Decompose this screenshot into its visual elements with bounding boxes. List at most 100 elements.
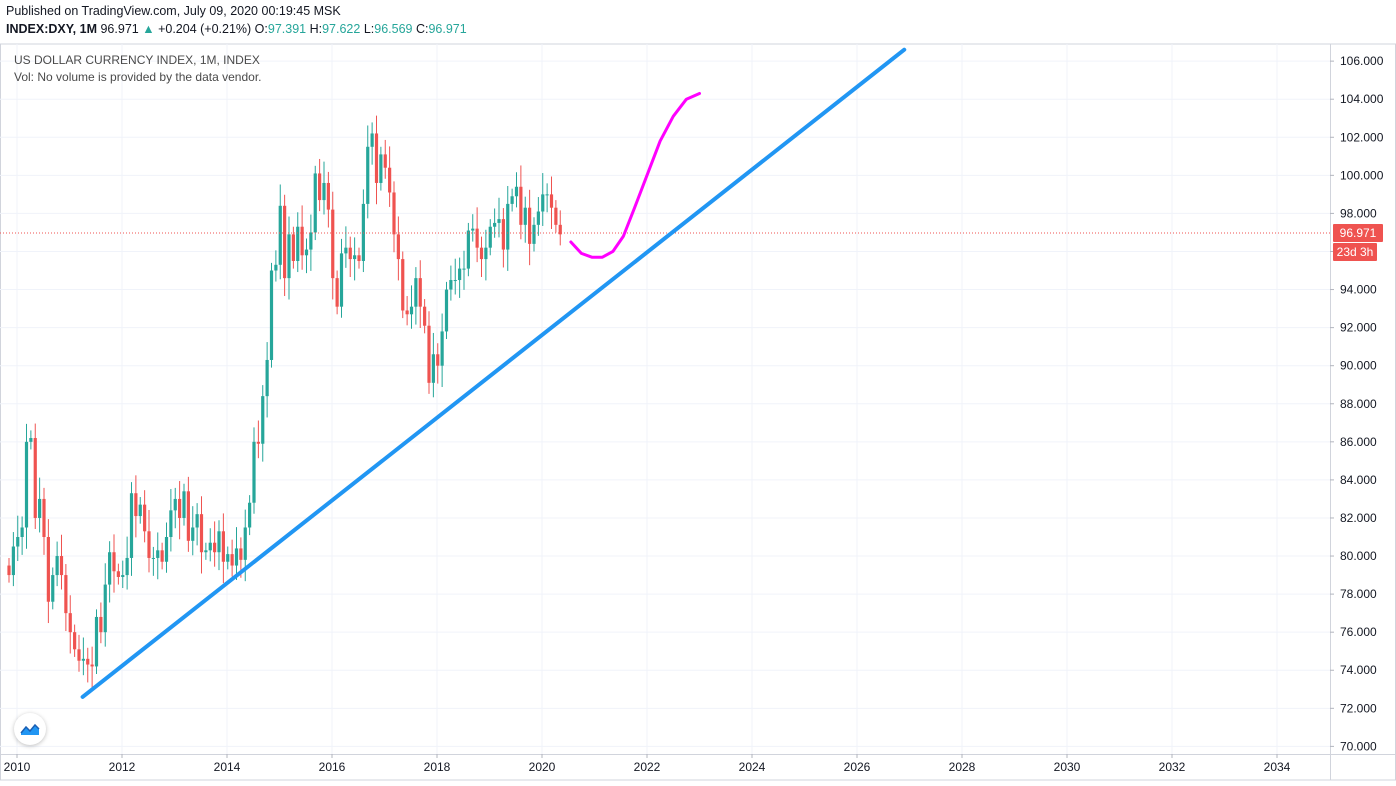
y-tick-label: 104.000 — [1340, 92, 1384, 106]
candle-body — [545, 194, 549, 196]
candle-body — [51, 575, 55, 602]
candle-body — [195, 514, 199, 528]
y-tick-label: 72.000 — [1340, 701, 1377, 715]
y-tick-label: 74.000 — [1340, 663, 1377, 677]
candle-body — [265, 359, 269, 397]
y-tick-label: 92.000 — [1340, 321, 1377, 335]
tradingview-logo-icon[interactable] — [14, 713, 46, 745]
x-tick-label: 2020 — [529, 760, 556, 774]
open-value: 97.391 — [267, 22, 307, 36]
candle-body — [173, 498, 177, 511]
candle-body — [213, 542, 217, 553]
candle-body — [427, 325, 431, 383]
y-tick-label: 106.000 — [1340, 54, 1384, 68]
candle-body — [514, 186, 519, 197]
candle-body — [339, 253, 344, 307]
candle-body — [318, 173, 322, 201]
candle-body — [143, 504, 147, 532]
candle-body — [38, 498, 42, 518]
candle-body — [151, 557, 155, 559]
candle-body — [536, 211, 540, 225]
candle-body — [528, 207, 532, 244]
candle-body — [283, 205, 287, 279]
candle-body — [33, 438, 37, 518]
candle-body — [191, 527, 195, 541]
candle-body — [86, 658, 90, 665]
y-tick-label: 84.000 — [1340, 473, 1377, 487]
candle-body — [103, 584, 107, 633]
candle-body — [418, 278, 422, 307]
candle-body — [401, 259, 405, 311]
y-tick-label: 88.000 — [1340, 397, 1377, 411]
candle-body — [554, 207, 558, 225]
x-tick-label: 2024 — [739, 760, 766, 774]
candle-body — [90, 664, 94, 667]
candle-body — [99, 616, 103, 633]
candle-body — [278, 205, 282, 265]
candle-body — [291, 234, 295, 261]
candle-body — [138, 504, 142, 517]
y-tick-label: 90.000 — [1340, 359, 1377, 373]
y-tick-label: 76.000 — [1340, 625, 1377, 639]
high-label: H: — [309, 22, 323, 36]
countdown-tag-value: 23d 3h — [1337, 245, 1374, 259]
close-value: 96.971 — [428, 22, 467, 36]
candle-body — [24, 441, 29, 528]
candle-body — [532, 224, 536, 244]
candle-body — [248, 502, 252, 528]
y-tick-label: 80.000 — [1340, 549, 1377, 563]
y-tick-label: 82.000 — [1340, 511, 1377, 525]
last-price: 96.971 — [100, 22, 139, 36]
candle-body — [549, 194, 554, 208]
chart-legend-title: US DOLLAR CURRENCY INDEX, 1M, INDEX — [14, 53, 260, 67]
y-tick-label: 102.000 — [1340, 130, 1384, 144]
candle-body — [256, 441, 260, 444]
candle-body — [182, 491, 186, 518]
x-tick-label: 2028 — [949, 760, 976, 774]
open-label: O: — [254, 22, 268, 36]
candle-body — [462, 268, 466, 270]
candle-body — [252, 441, 256, 503]
symbol-label: INDEX:DXY, 1M — [6, 22, 97, 36]
candle-body — [523, 207, 527, 225]
x-tick-label: 2018 — [424, 760, 451, 774]
candle-body — [296, 226, 300, 261]
candle-body — [204, 550, 208, 553]
candle-body — [116, 571, 120, 577]
candle-body — [326, 182, 330, 210]
low-label: L: — [363, 22, 375, 36]
candle-body — [541, 194, 545, 212]
candle-body — [357, 255, 361, 261]
y-tick-label: 78.000 — [1340, 587, 1377, 601]
chart-frame — [0, 43, 1396, 781]
ohlc-header: INDEX:DXY, 1M 96.971 ▲ +0.204 (+0.21%) O… — [6, 22, 467, 36]
candle-body — [558, 224, 562, 235]
logo-glyph — [20, 723, 40, 735]
published-note: Published on TradingView.com, July 09, 2… — [6, 4, 341, 18]
candle-body — [147, 531, 151, 558]
price-tag-value: 96.971 — [1340, 226, 1377, 240]
candle-body — [108, 552, 112, 585]
candle-body — [453, 280, 457, 282]
candle-body — [77, 649, 81, 661]
candle-body — [7, 565, 11, 576]
candle-body — [112, 552, 116, 572]
candle-body — [217, 531, 221, 553]
candle-body — [475, 228, 479, 248]
candle-body — [414, 278, 418, 307]
candle-body — [519, 186, 523, 225]
candle-body — [199, 514, 204, 553]
y-tick-label: 100.000 — [1340, 168, 1384, 182]
candle-body — [261, 396, 265, 444]
candle-body — [479, 247, 484, 260]
y-tick-label: 70.000 — [1340, 739, 1377, 753]
candle-body — [405, 310, 409, 315]
candle-body — [226, 554, 230, 562]
candle-body — [29, 438, 33, 442]
candle-body — [431, 354, 435, 383]
candle-body — [160, 550, 164, 562]
candle-body — [230, 554, 234, 566]
x-tick-label: 2022 — [634, 760, 661, 774]
x-tick-label: 2010 — [4, 760, 31, 774]
